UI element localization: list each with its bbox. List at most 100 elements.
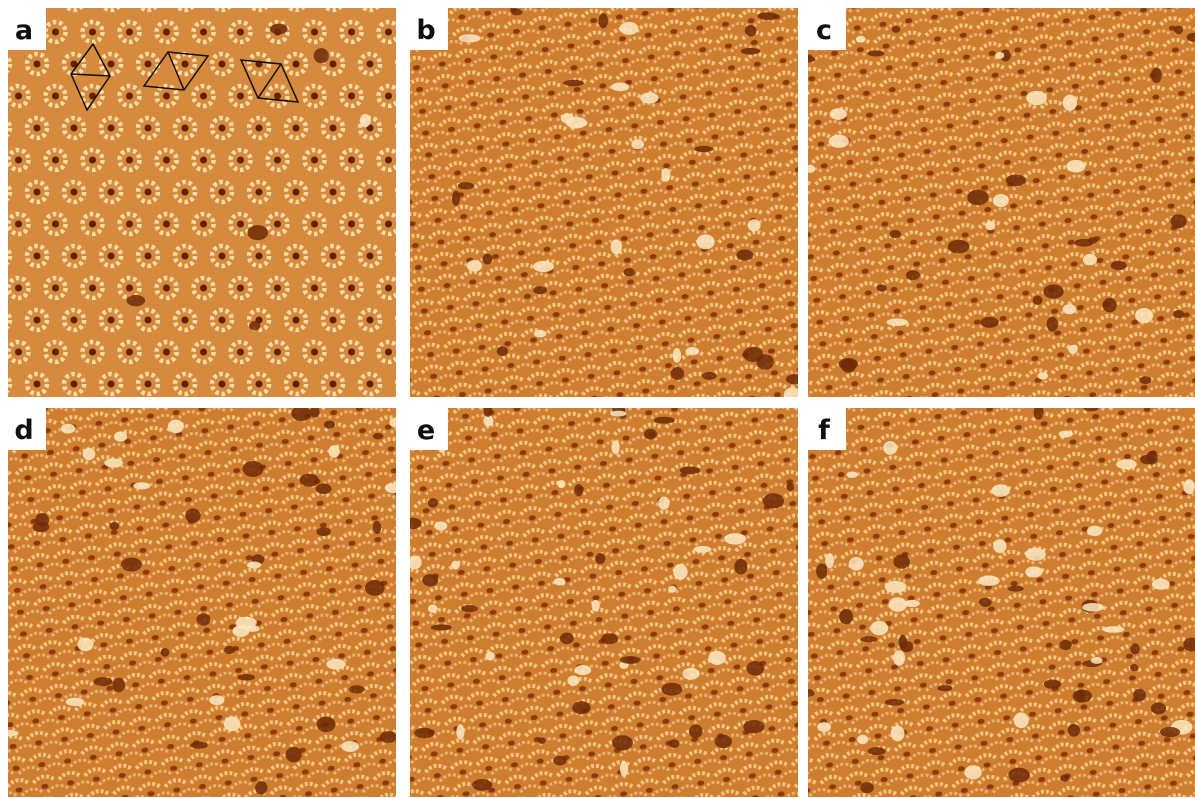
bright-blob xyxy=(640,93,658,104)
bright-blob xyxy=(561,113,574,123)
bright-blob xyxy=(83,448,96,460)
dark-blob xyxy=(533,286,547,294)
dark-blob xyxy=(801,689,815,697)
panel: b xyxy=(410,8,805,402)
dark-blob xyxy=(1033,296,1043,305)
dark-blob xyxy=(599,13,609,28)
bright-blob xyxy=(341,741,358,752)
dark-blob xyxy=(291,406,311,421)
bright-blob xyxy=(825,553,834,568)
bright-blob xyxy=(456,724,464,739)
dark-blob xyxy=(786,374,805,384)
dark-blob xyxy=(1043,284,1063,298)
bright-blob xyxy=(993,539,1006,553)
dark-blob xyxy=(1060,774,1069,781)
dark-blob xyxy=(461,605,478,612)
bright-blob xyxy=(133,482,150,489)
dark-blob xyxy=(1008,768,1030,783)
dark-blob xyxy=(948,240,970,254)
dark-blob xyxy=(403,518,422,530)
dark-blob xyxy=(94,677,113,686)
bright-blob xyxy=(1025,548,1046,561)
bright-blob xyxy=(209,695,224,705)
dark-blob xyxy=(197,613,211,625)
dark-blob xyxy=(553,756,566,766)
dark-blob xyxy=(247,225,268,240)
dark-blob xyxy=(1140,376,1152,384)
dark-blob xyxy=(310,406,320,418)
bright-blob xyxy=(77,638,93,652)
bright-blob xyxy=(247,562,261,569)
dark-blob xyxy=(458,182,474,189)
dark-blob xyxy=(316,483,332,494)
bright-blob xyxy=(557,480,565,488)
dark-blob xyxy=(538,737,546,743)
dark-blob xyxy=(110,522,120,530)
dark-blob xyxy=(1006,175,1026,187)
bright-blob xyxy=(857,735,868,745)
dark-blob xyxy=(715,735,732,748)
dark-blob xyxy=(1130,643,1140,654)
bright-blob xyxy=(784,387,801,402)
dark-blob xyxy=(190,742,208,749)
panel: c xyxy=(802,8,1195,397)
bright-blob xyxy=(1183,479,1195,494)
bright-blob xyxy=(993,194,1009,207)
bright-blob xyxy=(817,722,831,732)
dark-blob xyxy=(431,624,452,630)
dark-blob xyxy=(980,317,998,328)
dark-blob xyxy=(1034,405,1044,420)
dark-blob xyxy=(601,633,618,644)
dark-blob xyxy=(802,56,816,62)
dark-blob xyxy=(906,270,920,280)
dark-blob xyxy=(365,580,385,596)
dark-blob xyxy=(893,554,910,568)
bright-blob xyxy=(847,471,858,477)
bright-blob xyxy=(385,483,402,493)
dark-blob xyxy=(1084,405,1099,411)
bright-blob xyxy=(668,586,676,593)
dark-blob xyxy=(741,48,760,55)
bright-blob xyxy=(697,234,715,249)
bright-blob xyxy=(1063,304,1077,314)
dark-blob xyxy=(689,724,703,738)
dark-blob xyxy=(300,474,319,487)
bright-blob xyxy=(168,419,184,433)
bright-blob xyxy=(1083,254,1097,265)
dark-blob xyxy=(745,25,757,37)
image xyxy=(403,401,798,797)
dark-blob xyxy=(680,467,700,475)
image xyxy=(410,8,805,402)
bright-blob xyxy=(360,114,371,127)
bright-blob xyxy=(224,717,241,732)
bright-blob xyxy=(459,34,481,42)
dark-blob xyxy=(743,720,764,733)
dark-blob xyxy=(1047,317,1058,332)
bright-blob xyxy=(1014,712,1029,728)
dark-blob xyxy=(484,404,493,417)
panel-label: d xyxy=(14,415,33,446)
dark-blob xyxy=(316,527,330,536)
dark-blob xyxy=(1111,261,1127,270)
bright-blob xyxy=(389,418,398,427)
stm-image xyxy=(8,408,396,797)
dark-blob xyxy=(841,359,856,373)
bright-blob xyxy=(992,484,1010,496)
bright-blob xyxy=(611,440,619,454)
bright-blob xyxy=(748,219,761,231)
dark-blob xyxy=(868,50,885,56)
bright-blob xyxy=(326,659,345,670)
dark-blob xyxy=(702,372,717,380)
bright-blob xyxy=(61,424,76,434)
bright-blob xyxy=(631,139,644,149)
bright-blob xyxy=(554,578,566,585)
bright-blob xyxy=(829,135,849,148)
dark-blob xyxy=(1073,690,1092,703)
dark-blob xyxy=(839,609,853,624)
bright-blob xyxy=(114,431,127,441)
bright-blob xyxy=(467,260,482,272)
dark-blob xyxy=(661,683,682,696)
dark-blob xyxy=(623,268,635,276)
bright-blob xyxy=(610,411,626,417)
dark-blob xyxy=(1160,727,1180,737)
